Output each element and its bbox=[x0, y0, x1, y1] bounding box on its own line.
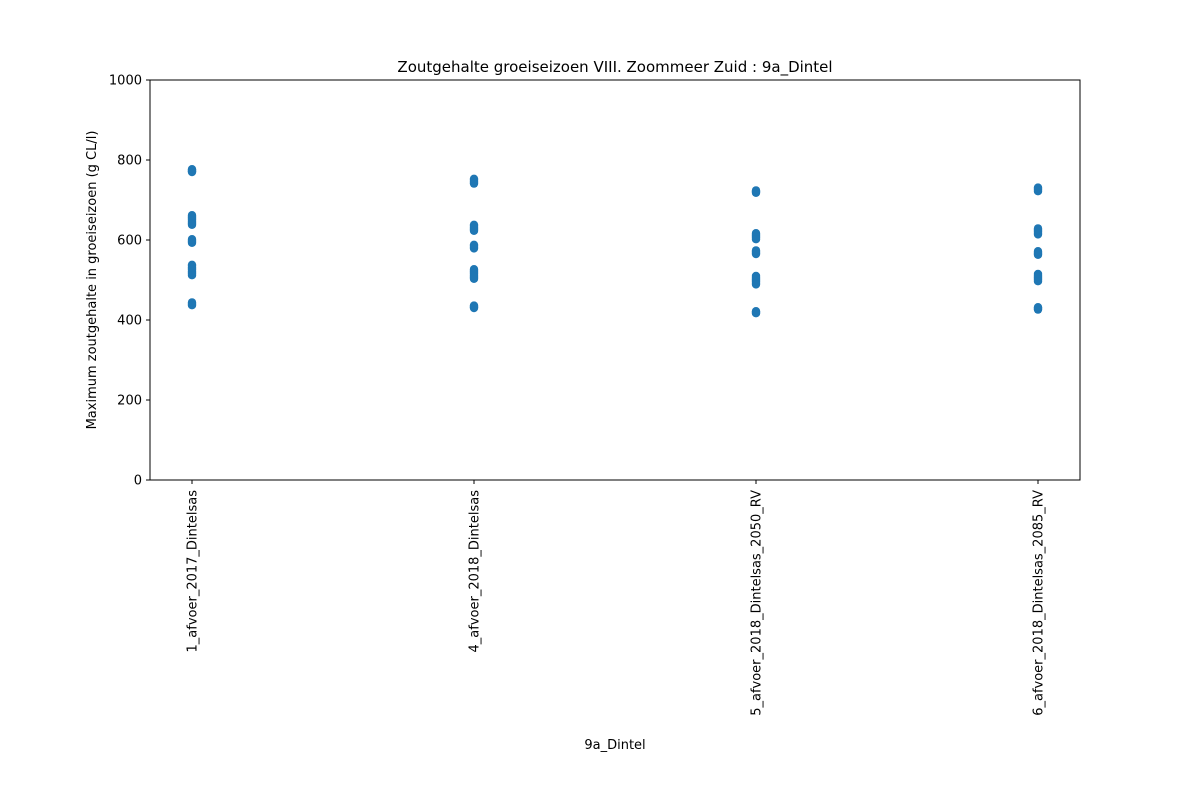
data-point bbox=[469, 274, 479, 283]
data-point bbox=[751, 235, 761, 244]
data-point bbox=[1033, 224, 1043, 233]
y-tick-label: 400 bbox=[117, 314, 142, 329]
data-point bbox=[1033, 247, 1043, 256]
data-point bbox=[187, 235, 197, 244]
y-axis-ticks: 0 200 400 600 800 1000 bbox=[109, 74, 150, 489]
y-tick-label: 600 bbox=[117, 234, 142, 249]
data-point bbox=[1033, 277, 1043, 286]
data-point bbox=[187, 211, 197, 220]
data-point bbox=[751, 246, 761, 255]
x-axis-ticks: 1_afvoer_2017_Dintelsas 4_afvoer_2018_Din… bbox=[186, 480, 1047, 716]
x-tick-label: 5_afvoer_2018_Dintelsas_2050_RV bbox=[750, 490, 765, 716]
x-tick-label: 6_afvoer_2018_Dintelsas_2085_RV bbox=[1032, 490, 1047, 716]
x-tick-label: 4_afvoer_2018_Dintelsas bbox=[468, 490, 483, 653]
y-tick-label: 0 bbox=[134, 474, 142, 489]
data-point bbox=[187, 301, 197, 310]
y-tick-label: 200 bbox=[117, 394, 142, 409]
data-point bbox=[187, 271, 197, 280]
x-axis-label: 9a_Dintel bbox=[584, 738, 645, 753]
data-point bbox=[751, 280, 761, 289]
data-point bbox=[469, 179, 479, 188]
data-point bbox=[751, 186, 761, 195]
chart-title: Zoutgehalte groeiseizoen VIII. Zoommeer … bbox=[397, 58, 832, 77]
data-point bbox=[1033, 303, 1043, 312]
y-tick-label: 1000 bbox=[109, 74, 142, 89]
y-tick-label: 800 bbox=[117, 154, 142, 169]
data-points bbox=[187, 165, 1043, 318]
data-point bbox=[187, 167, 197, 177]
data-point bbox=[469, 220, 479, 229]
x-tick-label: 1_afvoer_2017_Dintelsas bbox=[186, 490, 201, 653]
data-point bbox=[751, 309, 761, 318]
data-point bbox=[469, 240, 479, 249]
data-point bbox=[469, 301, 479, 310]
data-point bbox=[751, 229, 761, 238]
data-point bbox=[469, 226, 479, 235]
plot-frame bbox=[149, 79, 1081, 481]
data-point bbox=[1033, 183, 1043, 192]
y-axis-label: Maximum zoutgehalte in groeiseizoen (g C… bbox=[85, 131, 100, 430]
data-point bbox=[187, 220, 197, 229]
